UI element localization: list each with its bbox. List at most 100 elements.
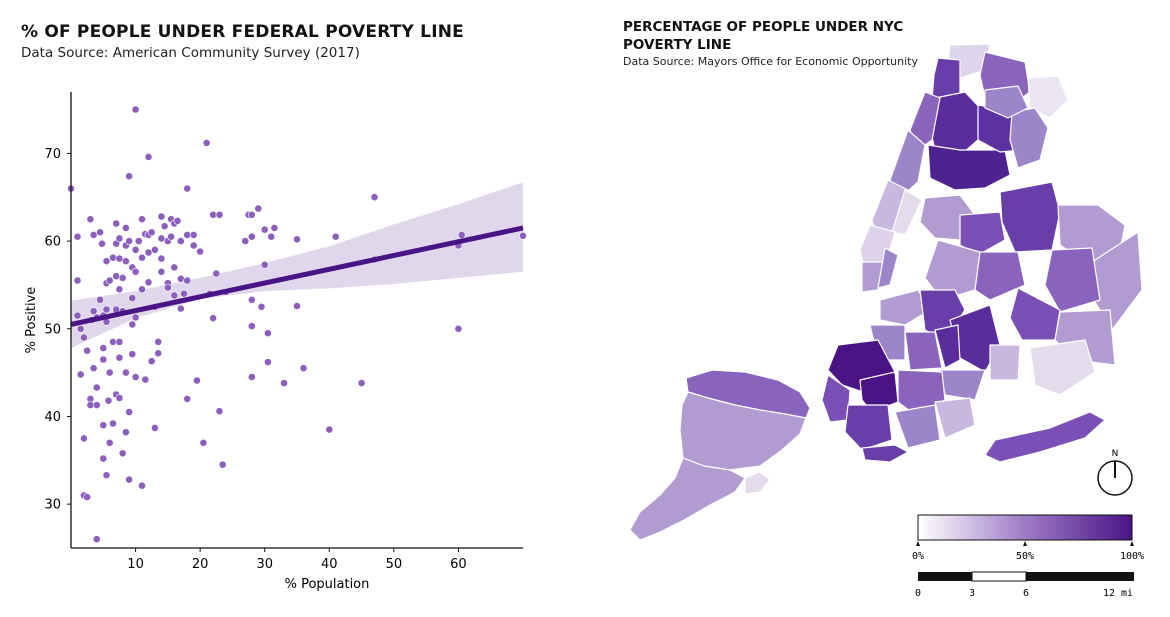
scatter-point bbox=[260, 225, 269, 234]
regression-line bbox=[70, 225, 524, 327]
scatter-point bbox=[131, 105, 140, 114]
scatter-point bbox=[180, 289, 188, 298]
scatter-point bbox=[170, 291, 179, 300]
scatter-point bbox=[102, 471, 111, 480]
scatter-point bbox=[122, 368, 130, 377]
scatter-point bbox=[131, 313, 140, 322]
y-tick-label: 50 bbox=[44, 322, 61, 337]
scatter-point bbox=[189, 241, 198, 250]
scatter-point bbox=[122, 428, 130, 437]
confidence-band bbox=[71, 182, 523, 349]
scatter-point bbox=[150, 423, 159, 432]
scatter-point bbox=[183, 276, 192, 285]
scatter-point bbox=[115, 234, 124, 243]
region-brooklyn-marine-park bbox=[934, 397, 976, 439]
scatter-points bbox=[67, 105, 527, 544]
scatter-point bbox=[247, 322, 256, 330]
scatter-point bbox=[147, 228, 156, 237]
region-staten-island-shore bbox=[744, 471, 771, 495]
scatter-point bbox=[92, 401, 101, 409]
scatter-point bbox=[131, 245, 140, 254]
scatter-point bbox=[105, 276, 114, 285]
colorbar: 0% 50% 100% bbox=[912, 514, 1144, 562]
region-brooklyn-brownsville bbox=[989, 344, 1021, 381]
scatter-point bbox=[163, 283, 172, 292]
scatter-point bbox=[102, 257, 111, 266]
scatter-point bbox=[141, 375, 150, 384]
y-tick-label: 40 bbox=[44, 410, 61, 425]
scatter-point bbox=[109, 419, 117, 428]
scale-tick-6: 6 bbox=[1023, 588, 1029, 599]
colorbar-tick-50: 50% bbox=[1016, 551, 1034, 562]
x-tick-label: 50 bbox=[386, 557, 403, 572]
scatter-point bbox=[170, 263, 179, 272]
scatter-point bbox=[105, 438, 114, 447]
scatter-point bbox=[299, 364, 308, 373]
scatter-point bbox=[293, 235, 301, 244]
scatter-point bbox=[192, 376, 201, 385]
scatter-point bbox=[144, 152, 153, 161]
scatter-point bbox=[73, 232, 82, 241]
scatter-point bbox=[96, 228, 104, 237]
region-bronx-pelham bbox=[1027, 75, 1069, 119]
scatter-point bbox=[83, 493, 91, 501]
scatter-point bbox=[157, 254, 166, 263]
scatter-point bbox=[128, 294, 137, 302]
axes: 10 20 30 40 50 60 30 40 50 60 70 % Population % Posi… bbox=[24, 92, 523, 592]
region-bronx-parkchester bbox=[984, 85, 1029, 119]
left-chart-subtitle: Data Source: American Community Survey (… bbox=[21, 45, 360, 61]
scatter-point bbox=[247, 373, 256, 381]
scatter-point bbox=[80, 333, 88, 342]
scatter-point bbox=[115, 337, 124, 346]
scatter-point bbox=[138, 481, 146, 490]
scatter-point bbox=[80, 434, 88, 443]
scatter-point bbox=[280, 379, 288, 387]
scatter-point bbox=[83, 346, 91, 355]
scatter-point bbox=[270, 223, 279, 232]
scatter-point bbox=[454, 324, 463, 333]
region-queens-rego bbox=[974, 251, 1026, 301]
scatter-point bbox=[86, 215, 95, 224]
region-brooklyn-coney-island bbox=[861, 444, 909, 463]
scatter-point bbox=[122, 223, 130, 232]
region-brooklyn-bay-ridge bbox=[821, 374, 851, 423]
scatter-point bbox=[215, 210, 224, 219]
map-subtitle: Data Source: Mayors Office for Economic … bbox=[623, 55, 918, 68]
scatter-point bbox=[125, 172, 134, 181]
scatter-point bbox=[118, 449, 127, 458]
y-tick-label: 30 bbox=[44, 498, 61, 513]
x-tick-label: 20 bbox=[192, 557, 209, 572]
scatter-point bbox=[134, 237, 143, 245]
region-queens-jamaica bbox=[1044, 247, 1101, 313]
scatter-point bbox=[99, 421, 108, 430]
scatter-point bbox=[157, 267, 166, 276]
scatter-point bbox=[202, 138, 211, 147]
y-axis-label: % Positive bbox=[24, 287, 39, 354]
scatter-point bbox=[115, 394, 124, 402]
x-axis-label: % Population bbox=[285, 577, 370, 592]
scatter-point bbox=[176, 237, 185, 245]
y-tick-label: 70 bbox=[44, 147, 61, 162]
scale-tick-12: 12 mi bbox=[1103, 588, 1133, 599]
scatter-point bbox=[196, 247, 204, 256]
compass-label: N bbox=[1112, 449, 1119, 459]
region-brooklyn-greenpoint bbox=[879, 289, 931, 326]
scatter-point bbox=[183, 394, 192, 403]
scatter-point bbox=[128, 320, 137, 329]
scatter-point bbox=[263, 358, 272, 366]
north-compass: N bbox=[1097, 449, 1133, 496]
scale-tick-0: 0 bbox=[915, 588, 921, 599]
region-manhattan-ues bbox=[891, 189, 923, 236]
region-manhattan-les bbox=[877, 247, 899, 289]
region-brooklyn-canarsie bbox=[939, 369, 986, 401]
region-bronx-soundview bbox=[1009, 107, 1049, 169]
scatter-point bbox=[263, 329, 272, 338]
scatter-plot: 10 20 30 40 50 60 30 40 50 60 70 % Population % Posi… bbox=[24, 92, 527, 592]
scatter-point bbox=[254, 204, 263, 213]
scatter-point bbox=[183, 184, 192, 193]
scatter-point bbox=[247, 210, 256, 219]
scatter-point bbox=[92, 383, 101, 392]
scale-bar: 0 3 6 12 mi bbox=[915, 571, 1134, 599]
scatter-point bbox=[125, 475, 134, 484]
scatter-point bbox=[144, 278, 153, 287]
